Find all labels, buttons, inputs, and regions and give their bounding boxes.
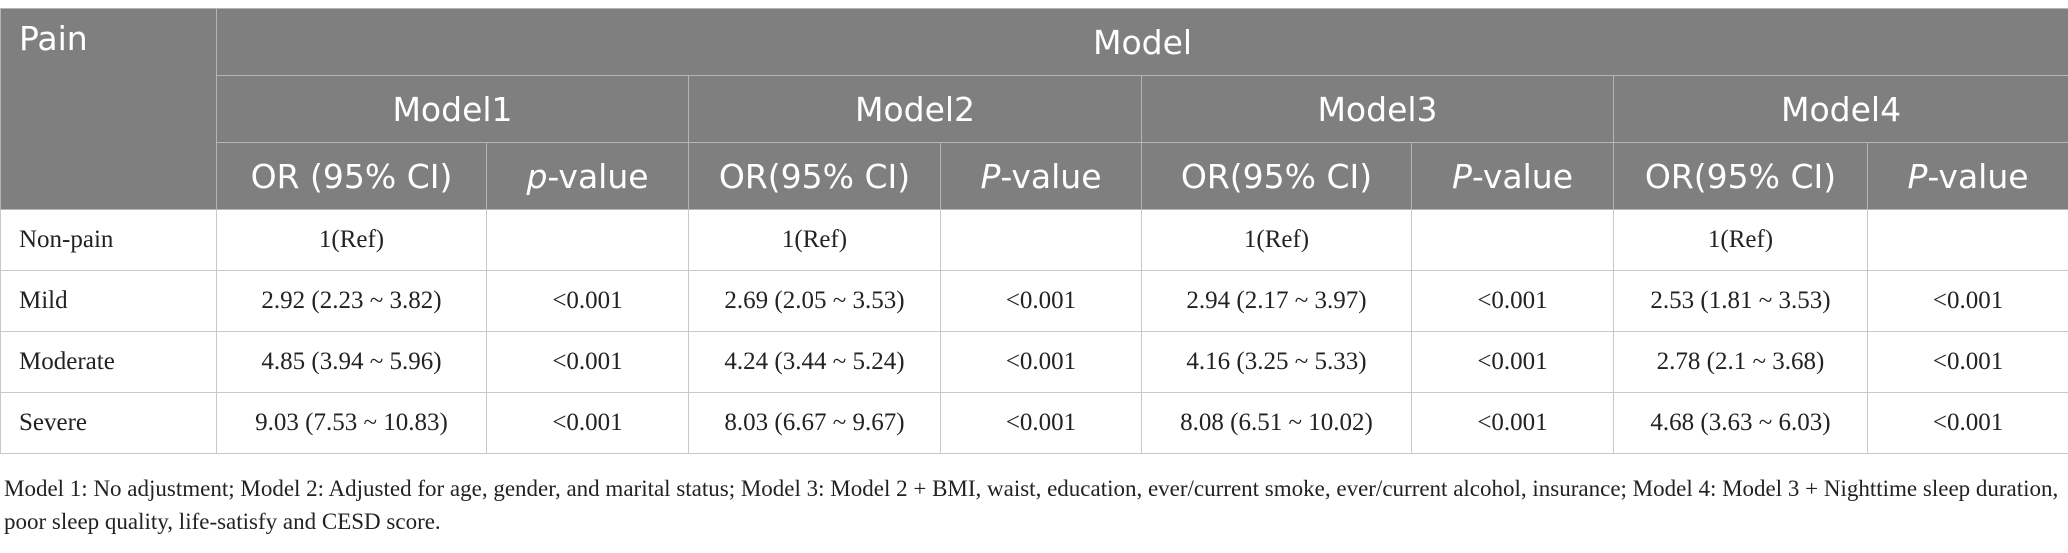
table-footnote: Model 1: No adjustment; Model 2: Adjuste… xyxy=(4,476,2059,534)
table-cell: 2.53 (1.81 ~ 3.53) xyxy=(1613,270,1868,332)
table-cell: 8.03 (6.67 ~ 9.67) xyxy=(688,392,941,454)
p-letter: p xyxy=(526,156,548,196)
model3-header: Model3 xyxy=(1141,75,1614,143)
table-row: Severe 9.03 (7.53 ~ 10.83) <0.001 8.03 (… xyxy=(0,392,2068,454)
table-cell: 2.78 (2.1 ~ 3.68) xyxy=(1613,331,1868,393)
table-cell: <0.001 xyxy=(1866,331,2068,393)
table-cell: 1(Ref) xyxy=(688,209,941,271)
or-ci-header: OR(95% CI) xyxy=(1613,142,1868,210)
table-cell: <0.001 xyxy=(1411,392,1614,454)
table-cell: 2.94 (2.17 ~ 3.97) xyxy=(1141,270,1412,332)
model2-header: Model2 xyxy=(688,75,1142,143)
table-cell: <0.001 xyxy=(940,392,1142,454)
table-cell: 1(Ref) xyxy=(1613,209,1868,271)
p-value-header: P-value xyxy=(1866,142,2068,210)
table-cell: <0.001 xyxy=(1866,392,2068,454)
table-cell: 8.08 (6.51 ~ 10.02) xyxy=(1141,392,1412,454)
table-cell xyxy=(486,209,689,271)
table-cell: <0.001 xyxy=(940,331,1142,393)
row-label: Severe xyxy=(0,392,217,454)
p-letter: P xyxy=(980,156,1001,196)
table-cell: 4.24 (3.44 ~ 5.24) xyxy=(688,331,941,393)
table-cell: <0.001 xyxy=(1411,331,1614,393)
or-ci-header: OR(95% CI) xyxy=(688,142,941,210)
table-cell xyxy=(1411,209,1614,271)
table-cell xyxy=(940,209,1142,271)
row-label: Moderate xyxy=(0,331,217,393)
p-letter: P xyxy=(1451,156,1472,196)
pain-header: Pain xyxy=(0,8,217,210)
table-cell: <0.001 xyxy=(486,331,689,393)
or-ci-header: OR (95% CI) xyxy=(216,142,487,210)
table-cell: 2.92 (2.23 ~ 3.82) xyxy=(216,270,487,332)
table-cell: <0.001 xyxy=(1866,270,2068,332)
or-ci-header: OR(95% CI) xyxy=(1141,142,1412,210)
p-suffix: -value xyxy=(547,156,649,196)
p-suffix: -value xyxy=(1471,156,1574,196)
table-cell: 9.03 (7.53 ~ 10.83) xyxy=(216,392,487,454)
table-row: Non-pain 1(Ref) 1(Ref) 1(Ref) 1(Ref) xyxy=(0,209,2068,271)
model1-header: Model1 xyxy=(216,75,689,143)
table-cell: 4.85 (3.94 ~ 5.96) xyxy=(216,331,487,393)
table-cell: <0.001 xyxy=(1411,270,1614,332)
table-row: Moderate 4.85 (3.94 ~ 5.96) <0.001 4.24 … xyxy=(0,331,2068,393)
row-label: Non-pain xyxy=(0,209,217,271)
table-cell: 4.16 (3.25 ~ 5.33) xyxy=(1141,331,1412,393)
model4-header: Model4 xyxy=(1612,75,2068,143)
table-cell: 2.69 (2.05 ~ 3.53) xyxy=(688,270,941,332)
table-cell: <0.001 xyxy=(486,270,689,332)
p-letter: P xyxy=(1907,156,1928,196)
table-cell: 1(Ref) xyxy=(1141,209,1412,271)
table-cell: 1(Ref) xyxy=(216,209,487,271)
p-value-header: p-value xyxy=(486,142,689,210)
p-suffix: -value xyxy=(1927,156,2029,196)
results-table-container: Pain Model Model1 Model2 Model3 Model4 O… xyxy=(0,8,2068,454)
table-cell xyxy=(1866,209,2068,271)
p-suffix: -value xyxy=(1000,156,1102,196)
table-cell: <0.001 xyxy=(940,270,1142,332)
odds-ratio-table: Pain Model Model1 Model2 Model3 Model4 O… xyxy=(0,8,2068,454)
row-label: Mild xyxy=(0,270,217,332)
table-cell: <0.001 xyxy=(486,392,689,454)
table-row: Mild 2.92 (2.23 ~ 3.82) <0.001 2.69 (2.0… xyxy=(0,270,2068,332)
p-value-header: P-value xyxy=(940,142,1142,210)
p-value-header: P-value xyxy=(1411,142,1614,210)
table-cell: 4.68 (3.63 ~ 6.03) xyxy=(1613,392,1868,454)
model-group-header: Model xyxy=(215,8,2068,76)
